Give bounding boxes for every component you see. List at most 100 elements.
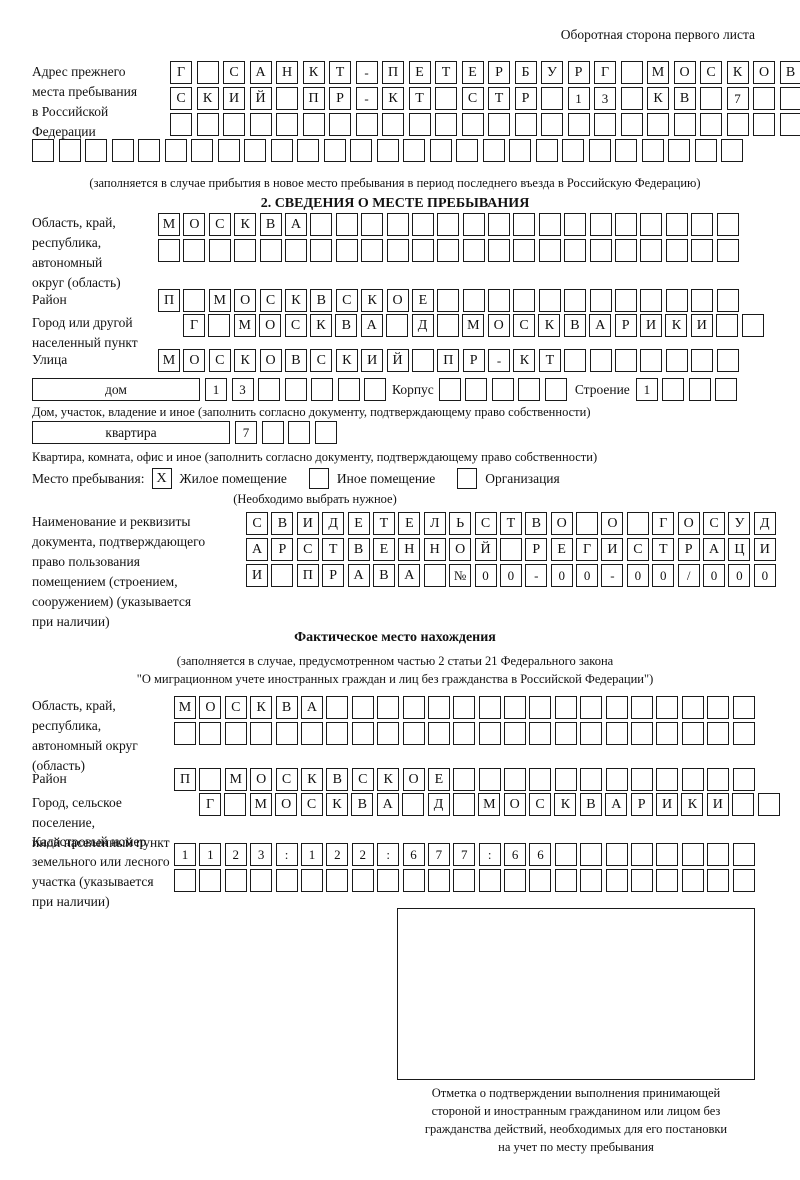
char-cell[interactable]: О bbox=[753, 61, 775, 84]
char-cell[interactable] bbox=[478, 869, 501, 892]
char-cell[interactable]: / bbox=[677, 564, 700, 587]
char-cell[interactable]: П bbox=[158, 289, 180, 312]
char-cell[interactable]: В bbox=[335, 314, 358, 337]
cell-row[interactable] bbox=[174, 869, 755, 892]
char-cell[interactable] bbox=[513, 289, 536, 312]
char-cell[interactable]: К bbox=[234, 349, 257, 372]
char-cell[interactable]: С bbox=[223, 61, 245, 84]
char-cell[interactable] bbox=[461, 113, 484, 136]
char-cell[interactable] bbox=[488, 239, 511, 262]
char-cell[interactable] bbox=[377, 696, 400, 719]
char-cell[interactable]: 2 bbox=[326, 843, 349, 866]
char-cell[interactable]: М bbox=[208, 289, 231, 312]
char-cell[interactable] bbox=[732, 768, 755, 791]
char-cell[interactable]: Р bbox=[271, 538, 294, 561]
char-cell[interactable] bbox=[640, 349, 663, 372]
char-cell[interactable] bbox=[716, 289, 739, 312]
char-cell[interactable] bbox=[158, 239, 180, 262]
char-cell[interactable] bbox=[665, 213, 688, 236]
char-cell[interactable] bbox=[681, 768, 704, 791]
char-cell[interactable] bbox=[234, 239, 257, 262]
char-cell[interactable]: 2 bbox=[224, 843, 247, 866]
char-cell[interactable] bbox=[541, 87, 563, 110]
char-cell[interactable]: И bbox=[640, 314, 663, 337]
char-cell[interactable] bbox=[284, 239, 307, 262]
char-cell[interactable] bbox=[640, 213, 663, 236]
char-cell[interactable]: 6 bbox=[504, 843, 527, 866]
char-cell[interactable] bbox=[284, 378, 307, 401]
char-cell[interactable]: О bbox=[199, 696, 222, 719]
char-cell[interactable]: 1 bbox=[635, 378, 658, 401]
char-cell[interactable] bbox=[535, 139, 558, 162]
char-cell[interactable]: 0 bbox=[652, 564, 675, 587]
char-cell[interactable] bbox=[504, 696, 527, 719]
char-cell[interactable]: М bbox=[158, 213, 180, 236]
char-cell[interactable] bbox=[427, 722, 450, 745]
char-cell[interactable] bbox=[329, 113, 351, 136]
char-cell[interactable] bbox=[297, 139, 319, 162]
char-cell[interactable]: Д bbox=[411, 314, 434, 337]
char-cell[interactable]: А bbox=[376, 793, 399, 816]
char-cell[interactable]: Р bbox=[630, 793, 653, 816]
char-cell[interactable]: К bbox=[361, 289, 384, 312]
cell-row[interactable]: 1 bbox=[635, 378, 738, 401]
char-cell[interactable]: 2 bbox=[351, 843, 374, 866]
char-cell[interactable] bbox=[564, 349, 587, 372]
char-cell[interactable] bbox=[326, 722, 349, 745]
char-cell[interactable] bbox=[681, 722, 704, 745]
char-cell[interactable] bbox=[716, 314, 739, 337]
char-cell[interactable] bbox=[589, 213, 612, 236]
char-cell[interactable]: С bbox=[700, 61, 722, 84]
char-cell[interactable]: М bbox=[249, 793, 272, 816]
char-cell[interactable]: А bbox=[246, 538, 268, 561]
char-cell[interactable] bbox=[174, 722, 196, 745]
char-cell[interactable] bbox=[732, 869, 755, 892]
char-cell[interactable] bbox=[261, 421, 284, 444]
char-cell[interactable] bbox=[300, 869, 323, 892]
char-cell[interactable]: Р bbox=[614, 314, 637, 337]
char-cell[interactable] bbox=[656, 869, 679, 892]
char-cell[interactable]: М bbox=[462, 314, 485, 337]
stay-type-options[interactable]: Х Жилое помещение Иное помещение Организаци… bbox=[151, 468, 582, 489]
char-cell[interactable]: С bbox=[259, 289, 282, 312]
char-cell[interactable] bbox=[779, 113, 800, 136]
char-cell[interactable]: Ц bbox=[728, 538, 751, 561]
char-cell[interactable] bbox=[386, 314, 409, 337]
char-cell[interactable]: Г bbox=[199, 793, 221, 816]
char-cell[interactable] bbox=[199, 869, 222, 892]
char-cell[interactable] bbox=[541, 113, 563, 136]
char-cell[interactable] bbox=[665, 289, 688, 312]
cell-row[interactable] bbox=[438, 378, 567, 401]
char-cell[interactable] bbox=[199, 768, 222, 791]
char-cell[interactable] bbox=[453, 722, 476, 745]
char-cell[interactable]: С bbox=[351, 768, 374, 791]
char-cell[interactable]: 7 bbox=[235, 421, 257, 444]
cell-row[interactable] bbox=[158, 239, 739, 262]
char-cell[interactable] bbox=[588, 139, 611, 162]
char-cell[interactable] bbox=[716, 349, 739, 372]
char-cell[interactable]: К bbox=[300, 768, 323, 791]
char-cell[interactable]: Й bbox=[474, 538, 497, 561]
char-cell[interactable]: О bbox=[487, 314, 510, 337]
char-cell[interactable]: К bbox=[665, 314, 688, 337]
char-cell[interactable]: П bbox=[302, 87, 325, 110]
cell-row[interactable] bbox=[170, 113, 800, 136]
char-cell[interactable]: Е bbox=[408, 61, 431, 84]
char-cell[interactable] bbox=[576, 512, 599, 535]
char-cell[interactable] bbox=[605, 696, 628, 719]
char-cell[interactable]: О bbox=[673, 61, 696, 84]
char-cell[interactable] bbox=[656, 722, 679, 745]
char-cell[interactable]: : bbox=[275, 843, 298, 866]
char-cell[interactable] bbox=[462, 239, 485, 262]
char-cell[interactable]: К bbox=[538, 314, 561, 337]
char-cell[interactable]: Б bbox=[514, 61, 537, 84]
char-cell[interactable]: - bbox=[601, 564, 624, 587]
char-cell[interactable]: К bbox=[377, 768, 400, 791]
